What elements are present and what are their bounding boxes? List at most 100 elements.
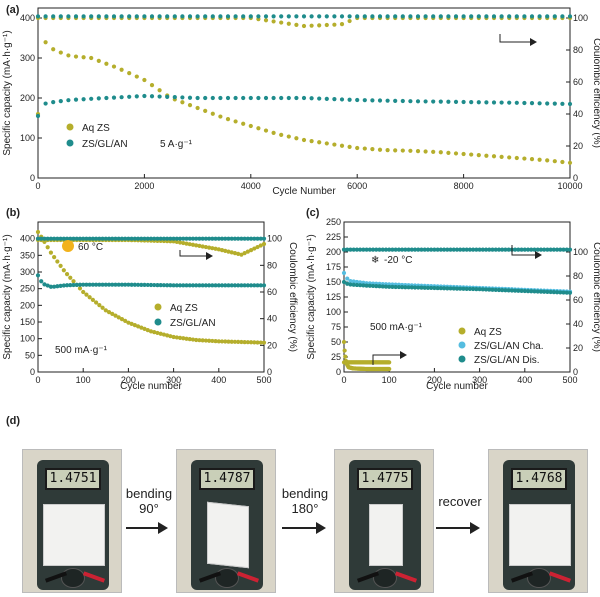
data-point — [66, 53, 71, 58]
photo-bent-90: 1.4787 — [176, 449, 276, 593]
data-point — [223, 248, 228, 253]
data-point — [480, 287, 485, 292]
data-point — [567, 160, 573, 165]
data-point — [348, 282, 353, 287]
panel-c-arrowhead-right — [535, 251, 542, 259]
data-point — [195, 95, 200, 101]
data-point — [48, 250, 54, 255]
data-point — [207, 338, 212, 343]
data-point — [142, 77, 147, 83]
y2-tick-label: 40 — [573, 109, 583, 119]
data-point — [218, 95, 223, 101]
data-point — [126, 320, 131, 325]
data-point — [261, 241, 267, 247]
photo-bent-180: 1.4775 — [334, 449, 434, 593]
data-point — [223, 283, 228, 288]
data-point — [229, 250, 234, 255]
data-point — [491, 14, 497, 19]
multimeter-reading: 1.4787 — [199, 468, 255, 490]
data-point — [309, 139, 314, 144]
data-point — [412, 285, 418, 290]
data-point — [94, 282, 99, 287]
data-point — [364, 247, 369, 252]
data-point — [174, 236, 179, 241]
data-point — [158, 236, 163, 241]
y-tick-label: 0 — [30, 173, 35, 183]
data-point — [187, 242, 192, 247]
data-point — [408, 99, 413, 104]
data-point — [361, 283, 366, 288]
data-point — [560, 159, 565, 165]
y-tick-label: 300 — [20, 267, 35, 277]
data-point — [484, 100, 489, 105]
data-point — [419, 285, 424, 290]
data-point — [52, 255, 57, 260]
data-point — [81, 97, 86, 102]
data-point — [142, 14, 147, 19]
x-tick-label: 300 — [472, 375, 487, 385]
data-point — [155, 236, 160, 241]
data-point — [161, 236, 167, 241]
data-point — [509, 288, 514, 293]
panel-d-label: (d) — [6, 415, 20, 427]
data-point — [406, 247, 411, 252]
data-point — [403, 247, 408, 252]
data-point — [139, 325, 144, 330]
data-point — [134, 14, 139, 19]
data-point — [258, 340, 263, 345]
data-point — [476, 153, 481, 158]
data-point — [416, 285, 421, 290]
data-point — [432, 247, 437, 252]
data-point — [134, 74, 139, 79]
data-point — [438, 14, 443, 19]
y-tick-label: 400 — [20, 234, 35, 244]
pouch-cell — [509, 504, 571, 566]
x-tick-label: 300 — [166, 375, 181, 385]
panel-c-rate: 500 mA·g⁻¹ — [370, 322, 423, 333]
data-point — [55, 236, 60, 241]
data-point — [339, 21, 345, 27]
data-point — [332, 14, 337, 19]
data-point — [81, 236, 86, 241]
data-point — [181, 283, 186, 288]
y2-tick-label: 80 — [267, 260, 277, 270]
data-point — [390, 284, 395, 289]
data-point — [390, 247, 395, 252]
data-point — [219, 236, 225, 241]
data-point — [400, 285, 405, 290]
data-point — [43, 101, 48, 106]
data-point — [429, 285, 434, 291]
data-point — [190, 283, 196, 288]
y2-tick-label: 0 — [573, 173, 578, 183]
data-point — [522, 288, 527, 294]
data-point — [87, 236, 92, 241]
data-point — [347, 144, 352, 149]
data-point — [377, 247, 382, 252]
data-point — [507, 155, 512, 160]
data-point — [219, 283, 225, 288]
data-point — [554, 247, 560, 252]
legend-c-aq-label: Aq ZS — [474, 327, 502, 338]
data-point — [239, 339, 244, 345]
data-point — [110, 282, 115, 287]
data-point — [190, 242, 196, 247]
panel-a-xlabel: Cycle Number — [272, 186, 336, 197]
data-point — [241, 121, 246, 126]
data-point — [165, 236, 170, 241]
y-tick-label: 350 — [20, 250, 35, 260]
data-point — [516, 288, 521, 293]
data-point — [110, 236, 115, 241]
panel-a-yticks: 0 100 200 300 400 — [20, 13, 42, 183]
data-point — [119, 282, 125, 287]
data-point — [464, 247, 469, 252]
data-point — [203, 236, 208, 241]
x-tick-label: 4000 — [241, 181, 261, 191]
data-point — [367, 247, 372, 252]
data-point — [453, 14, 459, 19]
data-point — [119, 95, 124, 100]
data-point — [248, 340, 254, 345]
data-point — [380, 284, 385, 289]
data-point — [103, 308, 108, 313]
panel-b-ylabel: Specific capacity (mA·h·g⁻¹) — [2, 234, 13, 359]
data-point — [351, 247, 356, 252]
